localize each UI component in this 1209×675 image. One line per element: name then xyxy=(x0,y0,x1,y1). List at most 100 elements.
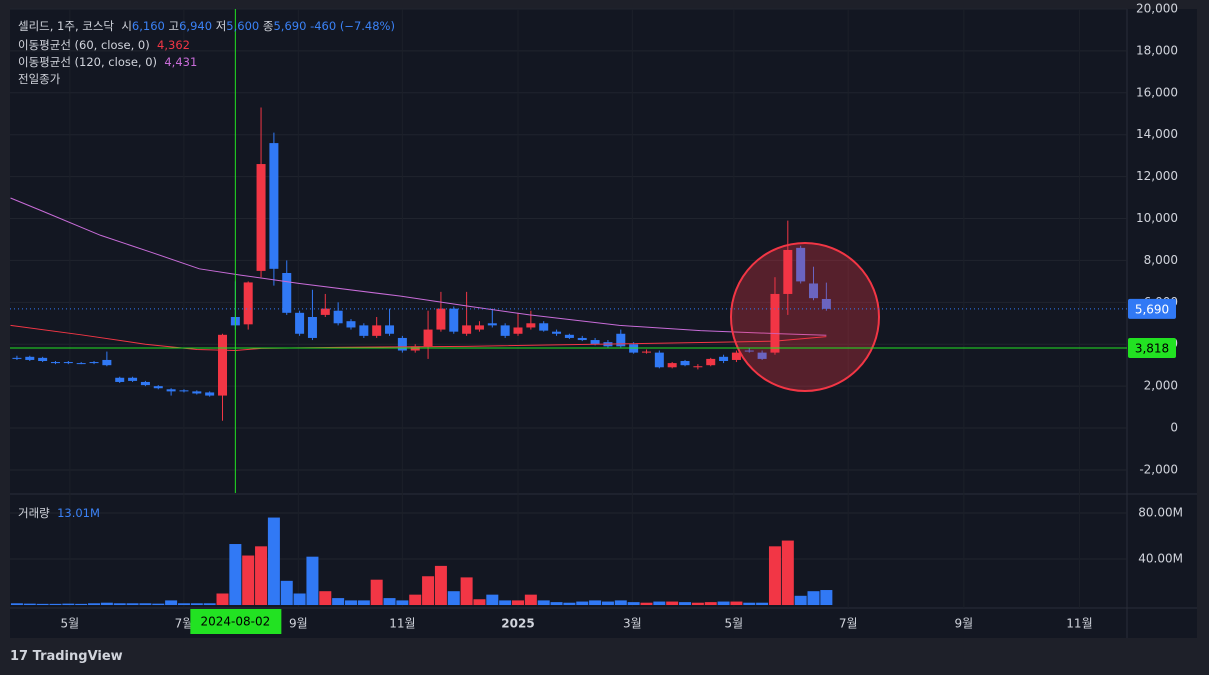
candle-body xyxy=(706,358,716,366)
legend-name: 거래량 xyxy=(18,506,50,520)
candle-body xyxy=(140,381,150,386)
ohlc-item: 저 xyxy=(215,19,227,33)
volume-bar xyxy=(717,601,730,606)
volume-bar xyxy=(640,602,653,606)
candle-body xyxy=(564,334,574,338)
volume-bar xyxy=(152,603,165,606)
x-tick-label: 11월 xyxy=(1066,617,1092,631)
candle-body xyxy=(462,325,472,334)
volume-bar xyxy=(473,599,486,606)
candle-body xyxy=(654,352,664,368)
volume-bar xyxy=(332,598,345,606)
volume-bar xyxy=(216,593,229,606)
ma120-legend: 이동평균선 (120, close, 0) 4,431 xyxy=(18,54,197,70)
volume-bar xyxy=(75,603,88,606)
candle-body xyxy=(693,366,703,368)
x-tick-label: 2025 xyxy=(501,617,534,631)
prev-close-legend: 전일종가 xyxy=(18,71,60,87)
volume-bar xyxy=(820,590,833,606)
volume-bar xyxy=(370,579,383,606)
ohlc-item: 시 xyxy=(121,19,132,33)
volume-bar xyxy=(100,602,113,606)
y-tick-label: 14,000 xyxy=(1136,127,1178,141)
candle-body xyxy=(821,298,831,309)
volume-bar xyxy=(126,603,139,606)
candle-body xyxy=(719,356,729,361)
candle-body xyxy=(539,323,549,331)
candle-body xyxy=(179,390,189,392)
candle-body xyxy=(359,325,369,336)
volume-bar xyxy=(730,601,743,606)
volume-bar xyxy=(537,600,550,606)
candle-body xyxy=(38,357,48,361)
volume-bar xyxy=(113,603,126,606)
ma60-legend: 이동평균선 (60, close, 0) 4,362 xyxy=(18,37,190,53)
ohlc-item: 5,600 xyxy=(226,19,260,33)
candle-body xyxy=(89,362,99,364)
ohlc-item: 고 xyxy=(168,19,180,33)
ohlc-item: 종 xyxy=(262,19,274,33)
volume-bar xyxy=(409,594,422,606)
volume-bar xyxy=(447,591,460,606)
volume-bar xyxy=(666,601,679,606)
y-tick-label: 10,000 xyxy=(1136,211,1178,225)
price-label: 5,690 xyxy=(1135,302,1169,316)
volume-bar xyxy=(486,594,499,606)
volume-bar xyxy=(23,603,36,606)
ohlc-item: 6,160 xyxy=(131,19,165,33)
candle-body xyxy=(590,340,600,345)
volume-bar xyxy=(190,603,203,606)
candle-body xyxy=(474,325,484,330)
volume-bar xyxy=(139,603,152,606)
volume-bar xyxy=(319,591,332,606)
candle-body xyxy=(63,362,73,364)
price-label-box xyxy=(1128,298,1176,319)
x-tick-label: 3월 xyxy=(623,617,642,631)
volume-bar xyxy=(357,600,370,606)
volume-bar xyxy=(177,603,190,606)
candle-body xyxy=(783,249,793,294)
volume-bar xyxy=(691,602,704,606)
candle-body xyxy=(513,327,523,334)
x-tick-label: 11월 xyxy=(389,617,415,631)
volume-bar xyxy=(794,595,807,606)
x-tick-label: 9월 xyxy=(954,617,973,631)
symbol-legend: 셀리드, 1주, 코스닥 시6,160 고6,940 저5,600 종5,690… xyxy=(18,18,395,34)
candle-body xyxy=(256,164,266,271)
candle-body xyxy=(282,273,292,313)
volume-bar xyxy=(203,603,216,606)
candle-body xyxy=(12,357,22,359)
y-tick-label: 18,000 xyxy=(1136,43,1178,57)
volume-bar xyxy=(627,602,640,606)
volume-bar xyxy=(306,556,319,606)
volume-bar xyxy=(36,603,49,606)
candle-body xyxy=(243,282,253,325)
volume-bar xyxy=(293,593,306,606)
candle-body xyxy=(449,308,459,332)
x-tick-label: 7월 xyxy=(839,617,858,631)
volume-bar xyxy=(165,600,178,606)
candle-body xyxy=(372,325,382,336)
volume-bar xyxy=(704,602,717,606)
candle-body xyxy=(641,351,651,353)
y-tick-label: 16,000 xyxy=(1136,85,1178,99)
candle-body xyxy=(423,329,433,347)
x-tick-label: 7월 xyxy=(175,617,194,631)
price-label: 3,818 xyxy=(1135,342,1169,356)
volume-bar xyxy=(589,600,602,606)
brand-name: TradingView xyxy=(32,649,123,664)
candle-body xyxy=(115,377,125,382)
volume-bar xyxy=(434,565,447,606)
volume-bar xyxy=(768,546,781,606)
volume-bar xyxy=(10,603,23,606)
y-tick-label: 12,000 xyxy=(1136,169,1178,183)
candle-body xyxy=(436,308,446,330)
candle-body xyxy=(500,325,510,336)
legend-name: 이동평균선 (60, close, 0) xyxy=(18,38,150,52)
volume-bar xyxy=(422,576,435,606)
highlight-circle xyxy=(730,242,880,392)
volume-bar xyxy=(88,603,101,606)
y-tick-label: 20,000 xyxy=(1136,2,1178,16)
candle-body xyxy=(192,391,202,394)
